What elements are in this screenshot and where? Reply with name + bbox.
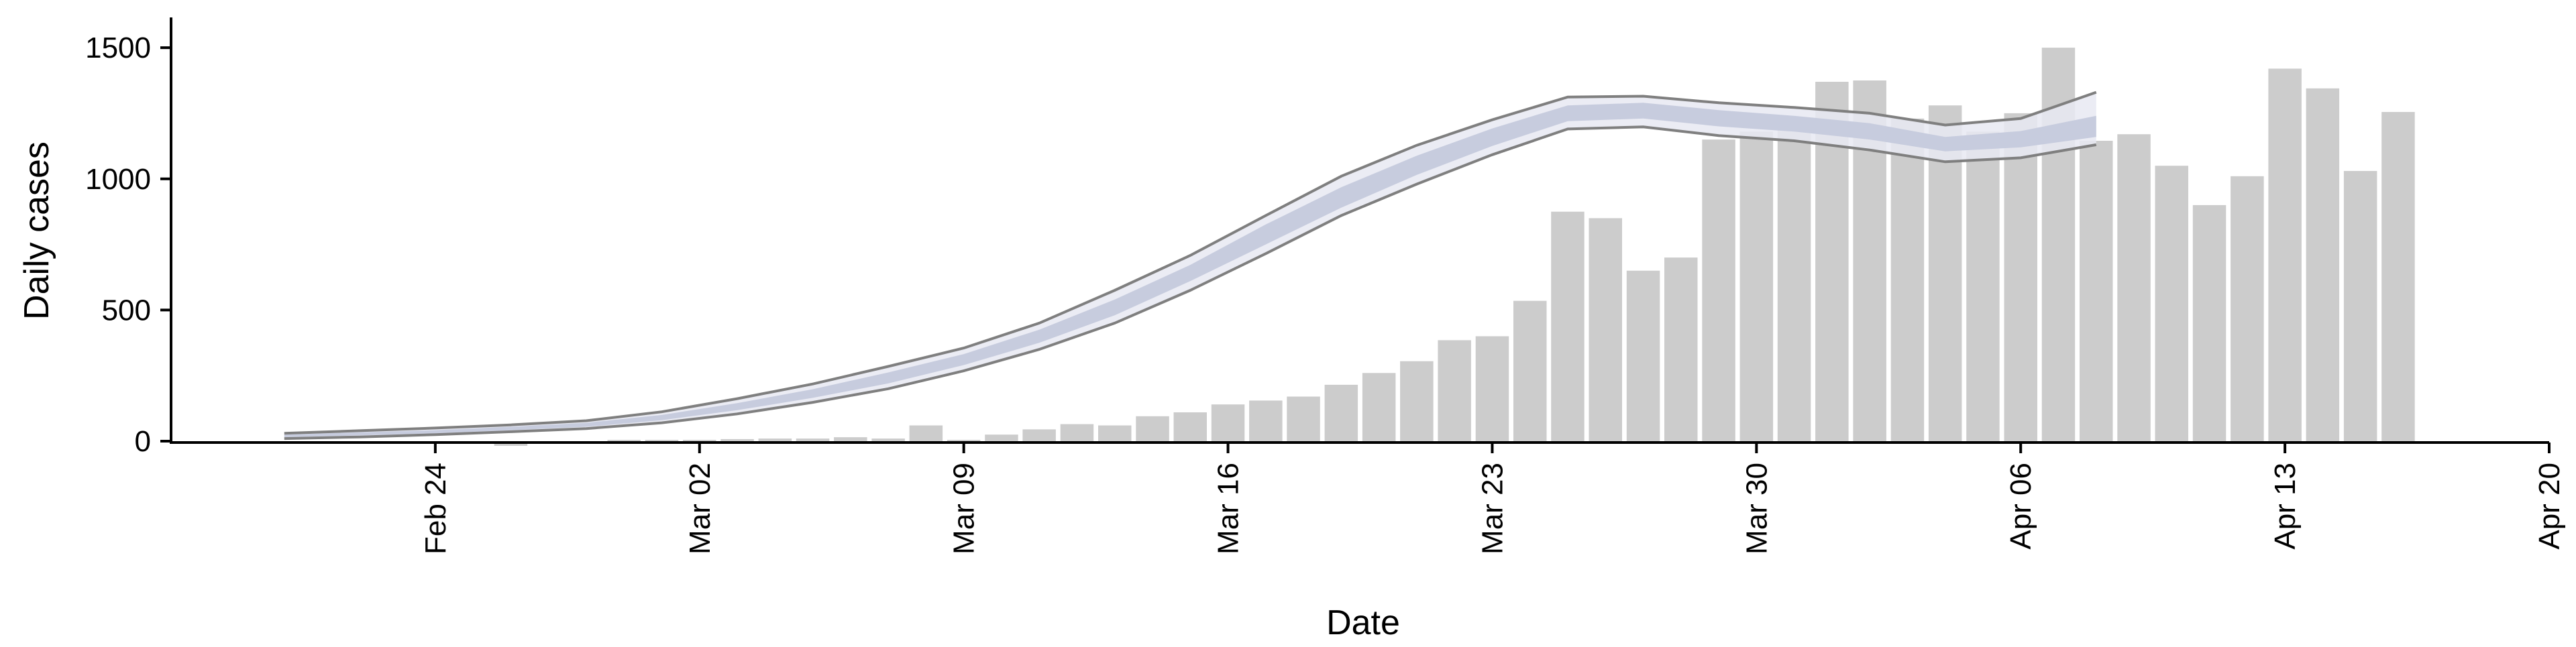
bar-2020-03-31 xyxy=(1777,118,1811,442)
bar-2020-03-23 xyxy=(1475,336,1509,441)
bar-2020-04-15 xyxy=(2343,171,2377,441)
bar-2020-04-11 xyxy=(2192,204,2226,441)
bar-2020-04-03 xyxy=(1890,118,1925,442)
y-ticks: 0 500 1000 1500 xyxy=(85,32,171,458)
bar-2020-03-09 xyxy=(947,440,981,442)
x-ticks: Feb 24 Mar 02 Mar 09 Mar 16 Mar 23 Mar 30 Apr … xyxy=(419,443,2566,554)
bar-2020-04-12 xyxy=(2231,176,2264,441)
x-tick-label-2: Mar 09 xyxy=(948,463,981,554)
y-tick-label-500: 500 xyxy=(102,294,151,327)
inner-interval-band xyxy=(284,103,2096,438)
x-tick-label-4: Mar 23 xyxy=(1476,463,1509,554)
y-tick-label-1500: 1500 xyxy=(85,32,151,64)
x-tick-label-6: Apr 06 xyxy=(2004,463,2037,550)
bar-2020-03-20 xyxy=(1362,373,1396,441)
bar-2020-03-26 xyxy=(1589,218,1622,441)
bar-2020-03-21 xyxy=(1400,361,1434,441)
bar-2020-03-08 xyxy=(909,425,943,441)
x-tick-label-8: Apr 20 xyxy=(2533,463,2566,550)
bar-2020-03-01 xyxy=(645,440,679,442)
bar-2020-03-22 xyxy=(1438,340,1471,441)
bar-2020-03-12 xyxy=(1060,424,1094,441)
bar-2020-02-29 xyxy=(607,440,641,442)
y-tick-label-0: 0 xyxy=(135,425,151,458)
bar-2020-04-10 xyxy=(2155,166,2188,441)
bar-series xyxy=(494,48,2415,446)
bar-2020-03-28 xyxy=(1664,257,1698,441)
bar-2020-04-13 xyxy=(2268,68,2302,441)
x-tick-label-3: Mar 16 xyxy=(1212,463,1245,554)
x-tick-label-7: Apr 13 xyxy=(2269,463,2302,550)
bar-2020-03-06 xyxy=(834,437,867,441)
bar-2020-03-10 xyxy=(985,434,1018,441)
bar-2020-03-30 xyxy=(1739,131,1774,442)
bar-2020-04-09 xyxy=(2117,134,2151,441)
bar-2020-04-16 xyxy=(2381,112,2415,441)
bar-2020-03-02 xyxy=(683,440,716,442)
bar-2020-03-17 xyxy=(1249,400,1283,441)
bar-2020-04-08 xyxy=(2080,141,2113,441)
bar-2020-04-05 xyxy=(1966,131,2000,442)
bar-2020-03-25 xyxy=(1551,211,1585,441)
x-axis-title: Date xyxy=(1326,603,1400,642)
bar-2020-03-16 xyxy=(1211,404,1245,441)
bar-2020-03-19 xyxy=(1324,384,1358,441)
bar-2020-04-14 xyxy=(2306,88,2340,442)
bar-2020-04-06 xyxy=(2004,113,2037,441)
x-tick-label-5: Mar 30 xyxy=(1740,463,1773,554)
axes xyxy=(170,17,2549,444)
bar-2020-03-29 xyxy=(1702,139,1735,441)
x-tick-label-1: Mar 02 xyxy=(684,463,716,554)
lower-bound-line xyxy=(284,125,2097,440)
bar-2020-03-27 xyxy=(1626,270,1660,441)
bar-2020-03-18 xyxy=(1287,396,1320,441)
bar-2020-03-04 xyxy=(758,438,792,441)
bar-2020-03-03 xyxy=(720,438,754,441)
bar-2020-03-14 xyxy=(1136,416,1169,441)
bar-2020-03-07 xyxy=(871,438,905,441)
y-tick-label-1000: 1000 xyxy=(85,163,151,196)
bar-2020-03-24 xyxy=(1513,300,1547,441)
upper-bound-line xyxy=(284,91,2097,435)
bar-2020-03-13 xyxy=(1098,425,1132,441)
bar-2020-03-05 xyxy=(796,438,830,441)
bar-2020-03-11 xyxy=(1022,429,1056,441)
trend-band xyxy=(284,91,2097,440)
y-axis-title: Daily cases xyxy=(17,141,56,320)
x-tick-label-0: Feb 24 xyxy=(419,463,452,554)
bar-2020-03-15 xyxy=(1173,412,1207,441)
